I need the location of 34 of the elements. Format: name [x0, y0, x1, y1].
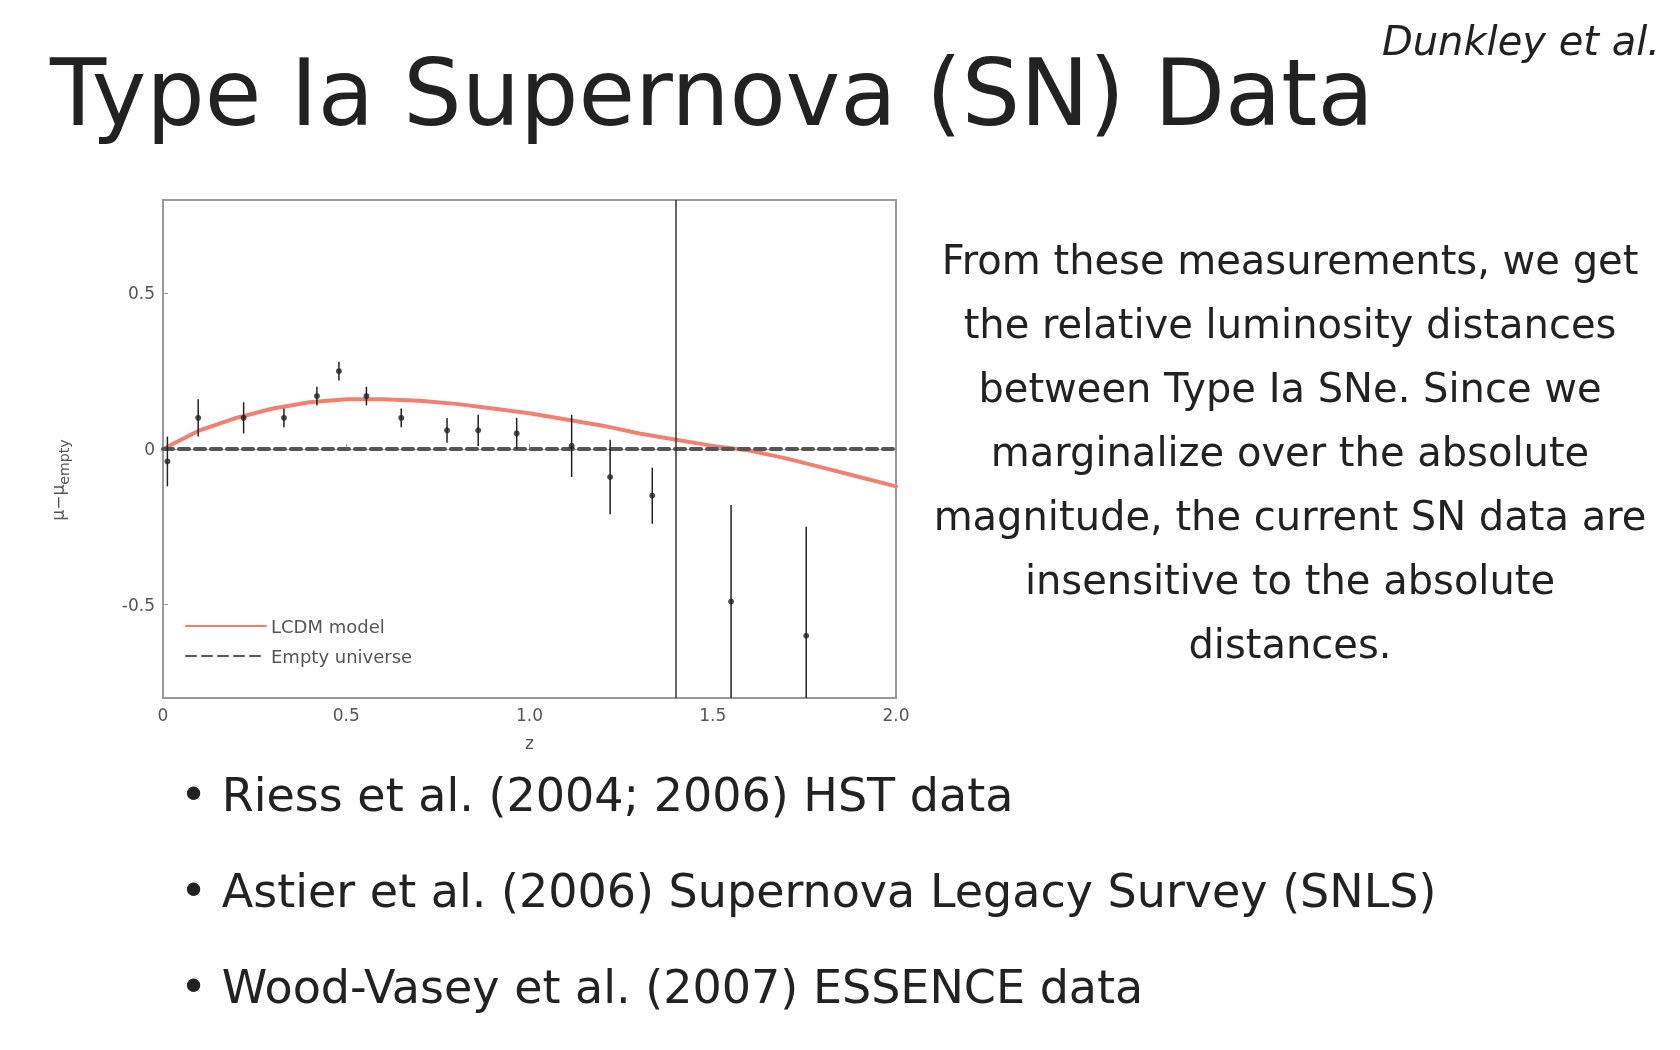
point [363, 393, 370, 400]
x-tick-label: 2.0 [882, 704, 910, 725]
x-axis-title: z [525, 732, 535, 753]
text: From these measurements, we get the relative luminosity distances between Type Ia SNe. Since we marginalize over the absolute magnitude, the current SN data are insensitive to the absolute distances. [932, 236, 1648, 669]
point [607, 474, 614, 481]
point [335, 368, 342, 375]
text: • Astier et al. (2006) Supernova Legacy Survey (SNLS) [180, 863, 1437, 920]
line-series [161, 397, 898, 489]
text: Dunkley et al. [1381, 18, 1660, 64]
point [398, 414, 405, 421]
point [568, 442, 575, 449]
point [728, 598, 735, 605]
x-tick-label: 0.5 [332, 704, 360, 725]
point [240, 414, 247, 421]
y-tick-label: 0 [144, 439, 155, 459]
point [313, 393, 320, 400]
x-tick-label: 1.0 [515, 704, 544, 725]
point [195, 414, 202, 421]
point [475, 427, 482, 434]
chart-title: Type Ia Supernova (SN) Data [50, 40, 1374, 147]
x-tick-label: 1.5 [699, 704, 727, 725]
point [513, 430, 520, 437]
point [164, 458, 171, 465]
point [649, 492, 656, 499]
point [280, 414, 287, 421]
point [803, 632, 810, 639]
point [444, 427, 451, 434]
legend-label: Empty universe [271, 645, 413, 667]
text: • Riess et al. (2004; 2006) HST data [180, 767, 1015, 824]
x-tick-label: 0 [157, 704, 169, 725]
y-tick-label: -0.5 [121, 594, 155, 615]
text: • Wood-Vasey et al. (2007) ESSENCE data [180, 959, 1145, 1016]
legend-label: LCDM model [271, 615, 385, 637]
y-tick-label: 0.5 [127, 283, 155, 304]
